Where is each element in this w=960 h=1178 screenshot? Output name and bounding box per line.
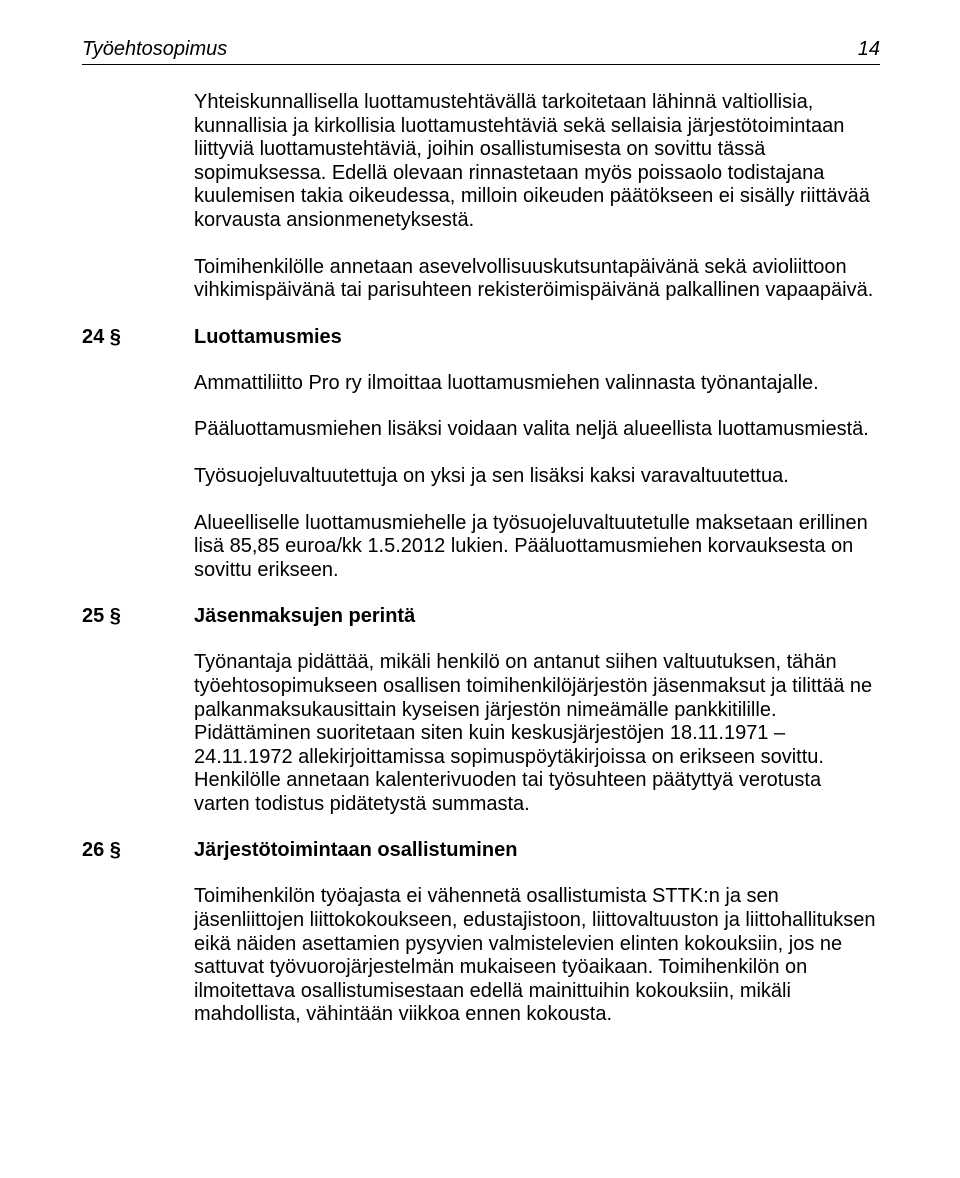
section-number: 26 § — [82, 839, 194, 862]
paragraph: Ammattiliitto Pro ry ilmoittaa luottamus… — [194, 372, 880, 396]
paragraph: Työnantaja pidättää, mikäli henkilö on a… — [194, 651, 880, 816]
paragraph: Työsuojeluvaltuutettuja on yksi ja sen l… — [194, 465, 880, 489]
header-rule — [82, 64, 880, 65]
section-heading: 25 §Jäsenmaksujen perintä — [82, 605, 880, 628]
section-title: Luottamusmies — [194, 326, 342, 349]
header-left: Työehtosopimus — [82, 38, 227, 61]
paragraph: Yhteiskunnallisella luottamustehtävällä … — [194, 91, 880, 233]
document-body: Yhteiskunnallisella luottamustehtävällä … — [82, 91, 880, 1027]
section-number: 25 § — [82, 605, 194, 628]
section-title: Järjestötoimintaan osallistuminen — [194, 839, 517, 862]
header-page-number: 14 — [858, 38, 880, 61]
paragraph: Pääluottamusmiehen lisäksi voidaan valit… — [194, 418, 880, 442]
paragraph: Alueelliselle luottamusmiehelle ja työsu… — [194, 512, 880, 583]
page-header: Työehtosopimus 14 — [82, 38, 880, 61]
section-heading: 24 §Luottamusmies — [82, 326, 880, 349]
section-number: 24 § — [82, 326, 194, 349]
section-title: Jäsenmaksujen perintä — [194, 605, 415, 628]
paragraph: Toimihenkilön työajasta ei vähennetä osa… — [194, 885, 880, 1027]
paragraph: Toimihenkilölle annetaan asevelvollisuus… — [194, 256, 880, 303]
section-heading: 26 §Järjestötoimintaan osallistuminen — [82, 839, 880, 862]
